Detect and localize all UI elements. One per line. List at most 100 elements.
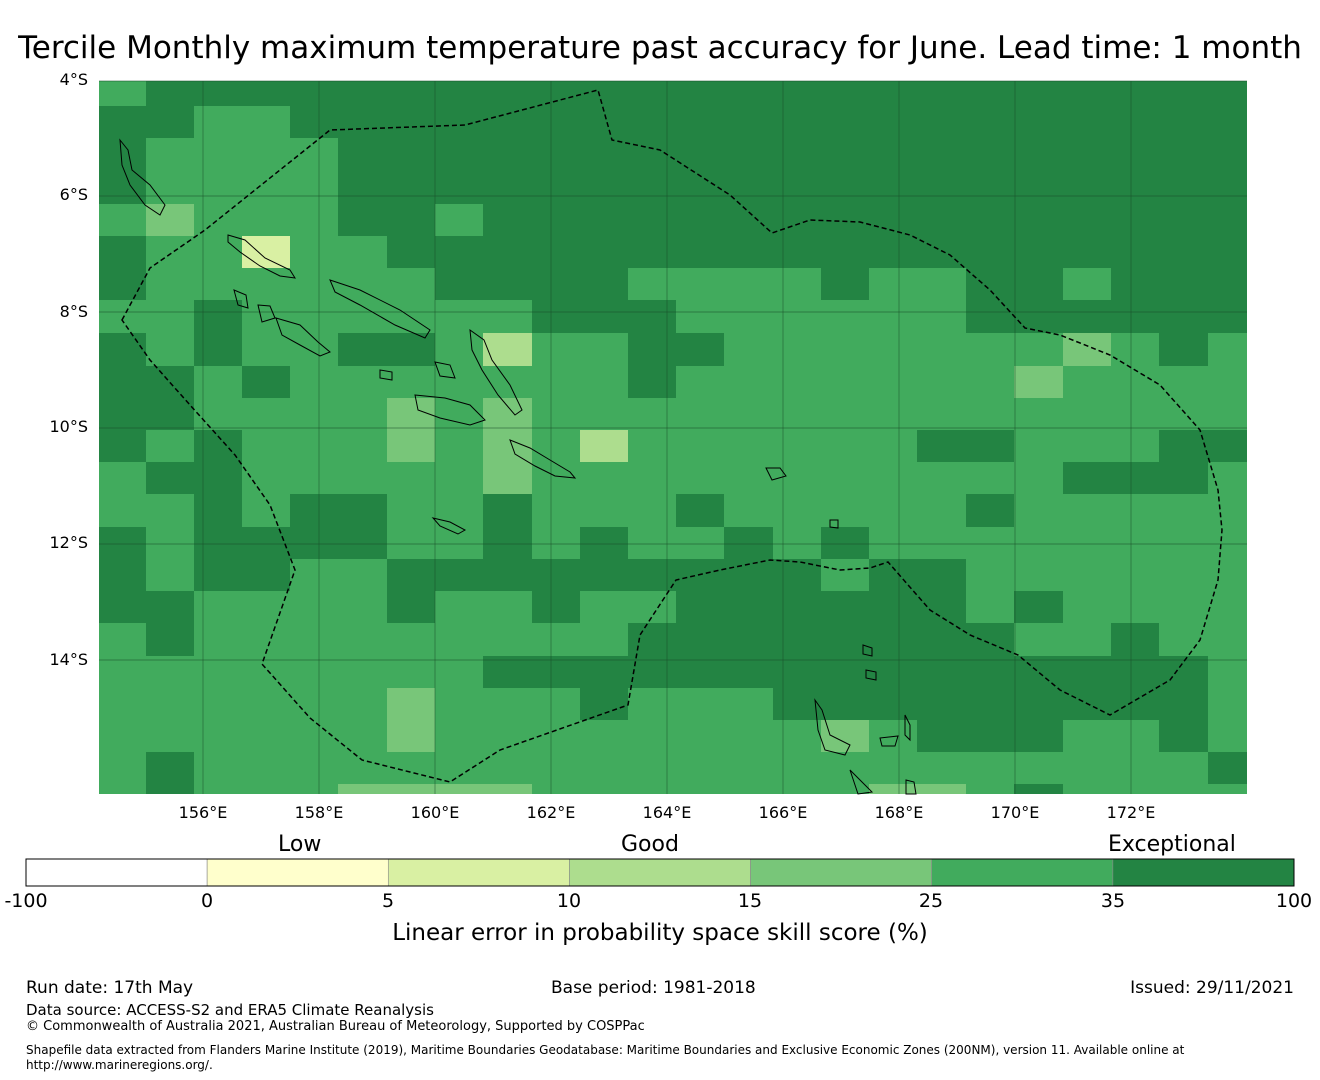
skill-cell: [917, 656, 966, 688]
graticule: [99, 80, 1247, 794]
skill-cell: [1014, 752, 1063, 784]
colorbar-segment: [1112, 858, 1295, 887]
skill-cell: [532, 784, 580, 794]
skill-cell: [290, 591, 338, 623]
skill-cell: [532, 106, 580, 138]
skill-cell: [821, 398, 869, 430]
skill-cell: [1111, 623, 1159, 656]
skill-cell: [194, 106, 242, 138]
skill-cell: [1208, 688, 1247, 720]
skill-cell: [724, 430, 773, 462]
skill-cell: [580, 784, 628, 794]
skill-cell: [724, 720, 773, 752]
skill-cell: [290, 784, 338, 794]
skill-cell: [869, 300, 917, 333]
skill-cell: [821, 268, 869, 300]
skill-cell: [869, 106, 917, 138]
skill-cell: [917, 171, 966, 204]
skill-cell: [1014, 784, 1063, 794]
skill-cell: [338, 559, 387, 591]
skill-cell: [821, 462, 869, 494]
skill-cell: [628, 106, 676, 138]
colorbar-label: Linear error in probability space skill …: [392, 920, 928, 946]
skill-cell: [773, 138, 821, 171]
skill-cell: [1159, 398, 1208, 430]
skill-cell: [821, 106, 869, 138]
skill-cell: [1208, 138, 1247, 171]
skill-cell: [532, 204, 580, 236]
skill-cell: [676, 138, 724, 171]
skill-cell: [628, 752, 676, 784]
skill-cell: [1063, 138, 1111, 171]
colorbar-tick: 0: [200, 890, 214, 912]
skill-cell: [338, 591, 387, 623]
skill-cell: [387, 720, 435, 752]
skill-cell: [1111, 559, 1159, 591]
skill-cell: [724, 171, 773, 204]
island-outline: [829, 519, 839, 529]
skill-cell: [387, 494, 435, 527]
skill-cell: [435, 527, 483, 559]
skill-cell: [1111, 236, 1159, 268]
skill-cell: [1111, 430, 1159, 462]
skill-cell: [242, 398, 290, 430]
skill-cell: [966, 784, 1014, 794]
skill-cell: [290, 171, 338, 204]
skill-cell: [387, 268, 435, 300]
colorbar-tick: 10: [556, 890, 582, 912]
base-period: Base period: 1981-2018: [551, 978, 756, 998]
skill-cell: [724, 752, 773, 784]
skill-cell: [242, 300, 290, 333]
skill-cell: [724, 462, 773, 494]
island-outline: [849, 769, 874, 795]
skill-cell: [387, 656, 435, 688]
skill-cell: [580, 527, 628, 559]
skill-cell: [966, 430, 1014, 462]
skill-cell: [483, 527, 532, 559]
skill-cell: [869, 688, 917, 720]
skill-cell: [966, 366, 1014, 398]
skill-cell: [242, 171, 290, 204]
skill-cell: [99, 527, 146, 559]
skill-cell: [532, 138, 580, 171]
skill-cell: [821, 333, 869, 366]
skill-cell: [1063, 333, 1111, 366]
skill-cell: [194, 366, 242, 398]
skill-cell: [676, 236, 724, 268]
skill-cell: [1111, 656, 1159, 688]
skill-cell: [1159, 268, 1208, 300]
skill-cell: [99, 204, 146, 236]
skill-cell: [99, 236, 146, 268]
skill-cell: [532, 81, 580, 106]
skill-cell: [724, 527, 773, 559]
skill-cell: [338, 494, 387, 527]
skill-cell: [483, 268, 532, 300]
quality-label-exceptional: Exceptional: [1108, 832, 1236, 857]
skill-cell: [146, 236, 194, 268]
skill-cell: [724, 656, 773, 688]
skill-cell: [869, 527, 917, 559]
skill-cell: [435, 236, 483, 268]
skill-cell: [1159, 138, 1208, 171]
skill-cell: [869, 366, 917, 398]
skill-cell: [99, 106, 146, 138]
skill-cell: [1063, 559, 1111, 591]
island-outline: [865, 669, 877, 681]
island-outline: [414, 394, 486, 426]
skill-cell: [917, 688, 966, 720]
skill-cell: [1063, 623, 1111, 656]
skill-cell: [435, 366, 483, 398]
skill-cell: [1208, 236, 1247, 268]
skill-cell: [146, 171, 194, 204]
skill-cell: [242, 527, 290, 559]
skill-cell: [580, 138, 628, 171]
skill-cell: [821, 688, 869, 720]
colorbar-segment: [206, 858, 389, 887]
skill-cell: [532, 268, 580, 300]
skill-cell: [242, 106, 290, 138]
skill-cell: [387, 784, 435, 794]
skill-cell: [1063, 591, 1111, 623]
skill-cell: [435, 591, 483, 623]
skill-cell: [532, 591, 580, 623]
